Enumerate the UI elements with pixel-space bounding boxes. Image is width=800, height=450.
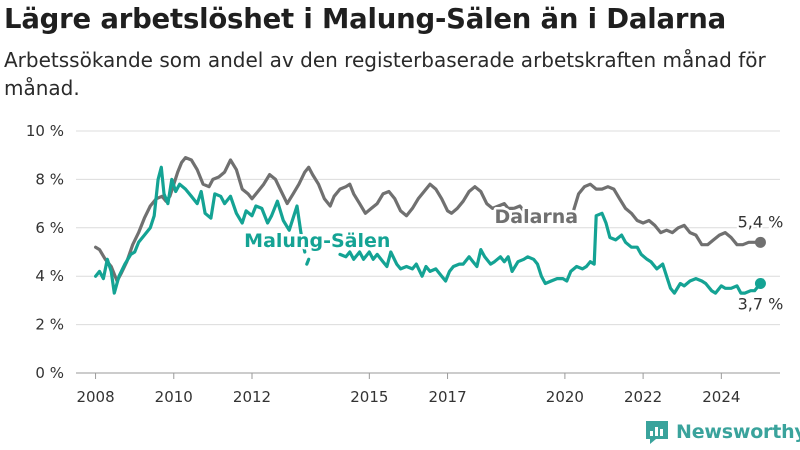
- x-tick-label: 2017: [428, 388, 466, 406]
- series-line-dalarna: [567, 182, 762, 247]
- x-tick-label: 2024: [702, 388, 740, 406]
- x-tick-label: 2012: [233, 388, 271, 406]
- x-tick-label: 2020: [546, 388, 584, 406]
- brand-name: Newsworthy: [676, 421, 800, 443]
- series-label: Malung-Sälen: [244, 230, 390, 252]
- chart-subtitle: Arbetssökande som andel av den registerb…: [4, 48, 766, 100]
- series-line-dalarna: [94, 156, 528, 283]
- series-end-label: 3,7 %: [738, 294, 784, 313]
- y-tick-label: 8 %: [35, 170, 64, 188]
- series-line-malung-s-len: [94, 165, 307, 295]
- series-line-malung-s-len: [305, 257, 311, 266]
- y-tick-label: 0 %: [35, 364, 64, 382]
- bar-chart-logo-icon: [646, 421, 668, 444]
- chart-title: Lägre arbetslöshet i Malung-Sälen än i D…: [4, 3, 726, 35]
- y-tick-label: 4 %: [35, 267, 64, 285]
- x-tick-label: 2010: [155, 388, 193, 406]
- series-end-label: 5,4 %: [738, 212, 784, 231]
- y-tick-label: 6 %: [35, 219, 64, 237]
- series-line-malung-s-len: [338, 211, 762, 295]
- brand-logo: Newsworthy: [644, 419, 800, 445]
- series-label: Dalarna: [494, 206, 578, 228]
- x-tick-label: 2008: [76, 388, 114, 406]
- y-tick-label: 2 %: [35, 316, 64, 334]
- x-tick-label: 2015: [350, 388, 388, 406]
- series-end-point: [754, 277, 766, 289]
- x-tick-label: 2022: [624, 388, 662, 406]
- y-tick-label: 10 %: [26, 122, 64, 140]
- series-end-point: [754, 236, 766, 248]
